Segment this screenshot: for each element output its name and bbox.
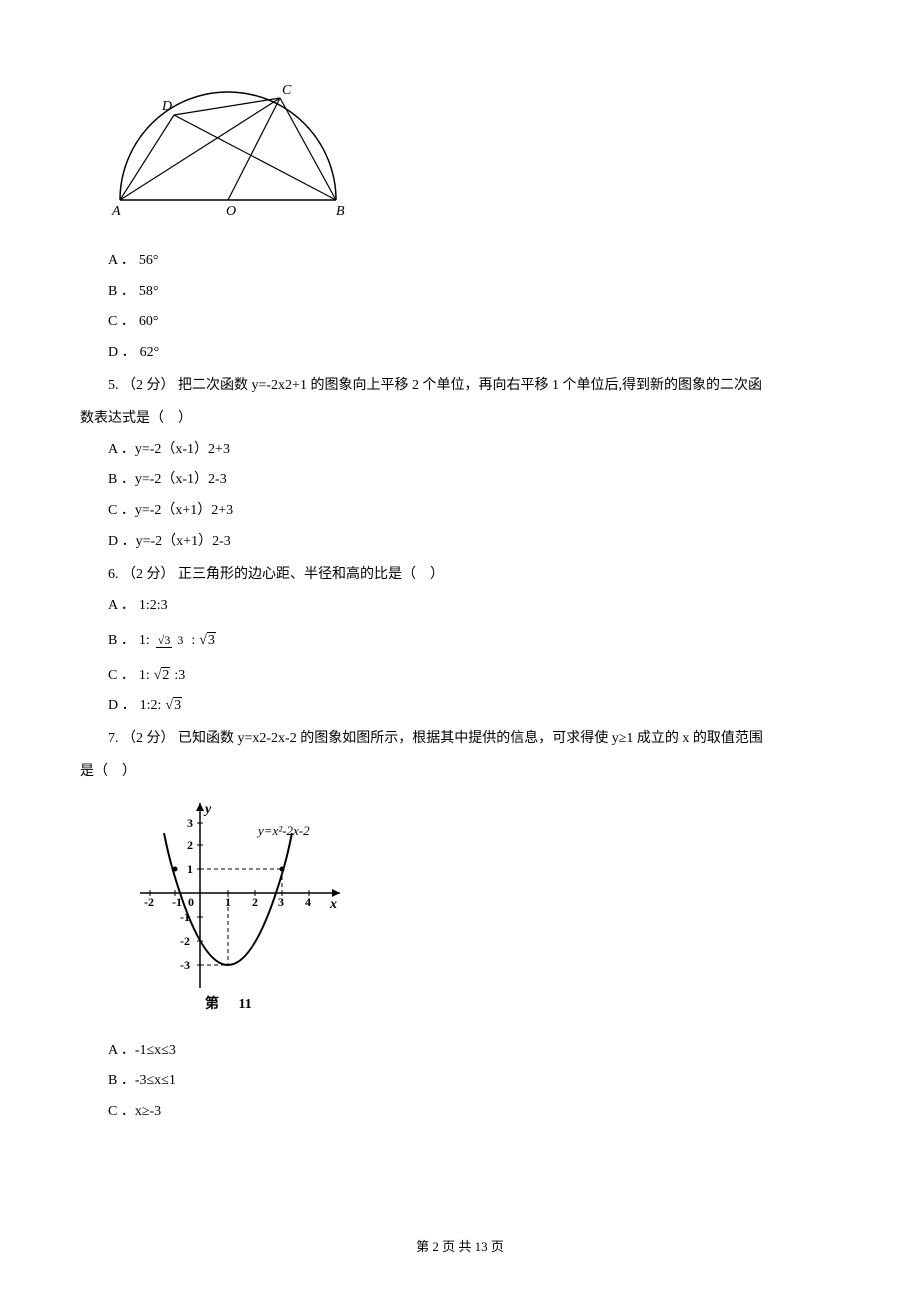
- svg-text:x: x: [329, 897, 337, 912]
- q4-option-d: D ． 62°: [108, 338, 840, 369]
- q7-stem: 7. （2 分） 已知函数 y=x2-2x-2 的图象如图所示，根据其中提供的信…: [80, 724, 840, 755]
- svg-text:0: 0: [188, 895, 194, 909]
- q7-option-b: B ．-3≤x≤1: [108, 1066, 840, 1097]
- q4-figure: A B C D O: [100, 80, 840, 238]
- q5-option-c: C ．y=-2（x+1）2+3: [108, 496, 840, 527]
- svg-text:-2: -2: [180, 934, 190, 948]
- parabola-diagram: -2 -1 0 1 2 3 4 1 2 3 -1 -2 -3: [130, 793, 350, 1018]
- option-value: 62°: [140, 338, 160, 369]
- q7-figure: -2 -1 0 1 2 3 4 1 2 3 -1 -2 -3: [130, 793, 840, 1031]
- label-D: D: [161, 99, 172, 114]
- svg-text:y=x²-2x-2: y=x²-2x-2: [256, 823, 310, 838]
- footer-text: 第: [416, 1239, 432, 1254]
- svg-text:-3: -3: [180, 958, 190, 972]
- page-footer: 第 2 页 共 13 页: [0, 1233, 920, 1262]
- q7-stem2: 是（ ）: [80, 757, 840, 788]
- option-prefix: D ．: [108, 691, 136, 722]
- option-value: 56°: [139, 246, 159, 277]
- footer-total: 13: [475, 1239, 488, 1254]
- svg-text:2: 2: [187, 838, 193, 852]
- svg-text:3: 3: [187, 816, 193, 830]
- q5-stem: 5. （2 分） 把二次函数 y=-2x2+1 的图象向上平移 2 个单位，再向…: [80, 371, 840, 402]
- sqrt-icon: √3: [165, 691, 182, 722]
- svg-text:2: 2: [252, 895, 258, 909]
- option-prefix: B ．: [108, 621, 135, 660]
- svg-text:4: 4: [305, 895, 311, 909]
- q6-stem: 6. （2 分） 正三角形的边心距、半径和高的比是（ ）: [80, 560, 840, 591]
- footer-text: 页: [488, 1239, 504, 1254]
- option-prefix: C ．: [108, 307, 135, 338]
- q7-option-c: C ．x≥-3: [108, 1097, 840, 1128]
- label-C: C: [282, 83, 292, 98]
- q4-option-a: A ． 56°: [108, 246, 840, 277]
- q6-option-b: B ． 1: √3 3 : √3: [108, 621, 840, 660]
- option-text: :3: [174, 661, 185, 692]
- q4-option-c: C ． 60°: [108, 307, 840, 338]
- option-text: :: [191, 621, 195, 660]
- sqrt-icon: √2: [154, 661, 171, 692]
- q7-options: A ．-1≤x≤3 B ．-3≤x≤1 C ．x≥-3: [108, 1036, 840, 1128]
- q5-option-b: B ．y=-2（x-1）2-3: [108, 465, 840, 496]
- q5-option-d: D ．y=-2（x+1）2-3: [108, 527, 840, 558]
- svg-text:-2: -2: [144, 895, 154, 909]
- option-text: 1:2:: [140, 691, 162, 722]
- fraction-icon: √3 3: [156, 634, 186, 647]
- svg-text:y: y: [203, 802, 212, 817]
- option-prefix: A ．: [108, 246, 135, 277]
- q5-option-a: A ．y=-2（x-1）2+3: [108, 435, 840, 466]
- q6-option-c: C ． 1: √2 :3: [108, 661, 840, 692]
- q7-option-a: A ．-1≤x≤3: [108, 1036, 840, 1067]
- option-text: 1:: [139, 621, 150, 660]
- q4-option-b: B ． 58°: [108, 277, 840, 308]
- option-value: 58°: [139, 277, 159, 308]
- q4-options: A ． 56° B ． 58° C ． 60° D ． 62°: [108, 246, 840, 369]
- option-prefix: C ．: [108, 661, 135, 692]
- option-prefix: B ．: [108, 277, 135, 308]
- label-A: A: [111, 204, 121, 219]
- svg-text:3: 3: [278, 895, 284, 909]
- q6-option-a: A ． 1:2:3: [108, 591, 840, 622]
- svg-text:1: 1: [187, 862, 193, 876]
- option-prefix: D ．: [108, 338, 136, 369]
- option-value: 60°: [139, 307, 159, 338]
- sqrt-icon: √3: [199, 621, 216, 660]
- label-O: O: [226, 204, 236, 219]
- option-text: 1:: [139, 661, 150, 692]
- q6-option-d: D ． 1:2: √3: [108, 691, 840, 722]
- label-B: B: [336, 204, 345, 219]
- option-prefix: A ．: [108, 591, 135, 622]
- footer-text: 页 共: [439, 1239, 475, 1254]
- svg-text:第 11: 第 11: [205, 995, 252, 1012]
- q6-options: A ． 1:2:3 B ． 1: √3 3 : √3 C ． 1: √2 :3 …: [108, 591, 840, 723]
- option-text: 1:2:3: [139, 591, 168, 622]
- q5-stem2: 数表达式是（ ）: [80, 404, 840, 435]
- semicircle-diagram: A B C D O: [100, 80, 350, 225]
- q5-options: A ．y=-2（x-1）2+3 B ．y=-2（x-1）2-3 C ．y=-2（…: [108, 435, 840, 558]
